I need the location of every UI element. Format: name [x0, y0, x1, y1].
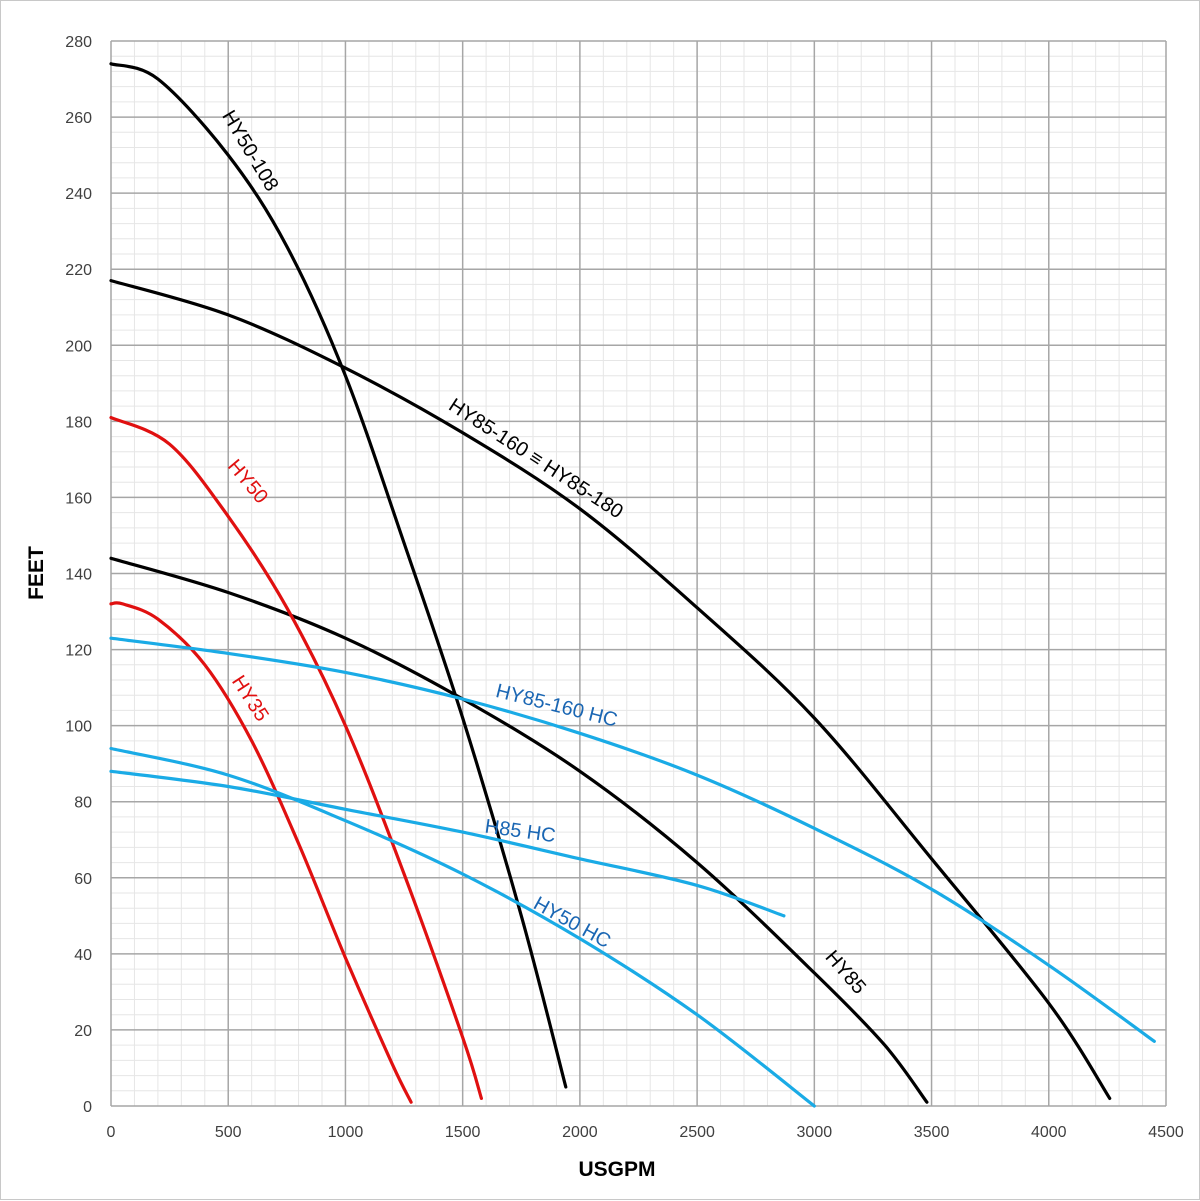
- y-tick-label: 260: [65, 110, 92, 127]
- y-tick-label: 180: [65, 414, 92, 431]
- curve-label: HY85-160 ≡ HY85-180: [445, 394, 627, 523]
- x-tick-label: 3500: [914, 1124, 950, 1141]
- y-tick-label: 80: [74, 795, 92, 812]
- curve-hy50: [109, 416, 483, 1100]
- x-tick-label: 1000: [328, 1124, 364, 1141]
- y-axis-title: FEET: [25, 546, 48, 600]
- curve-label: H85 HC: [483, 816, 557, 848]
- y-tick-label: 220: [65, 262, 92, 279]
- curve-hy85-160-hy85-180: [109, 279, 1112, 1100]
- y-tick-label: 200: [65, 338, 92, 355]
- y-tick-label: 120: [65, 643, 92, 660]
- x-tick-label: 3000: [797, 1124, 833, 1141]
- major-grid: [110, 40, 1167, 1107]
- x-tick-label: 0: [107, 1124, 116, 1141]
- y-tick-label: 240: [65, 186, 92, 203]
- x-tick-label: 2000: [562, 1124, 598, 1141]
- curve-label: HY50-108: [217, 107, 282, 196]
- curve-hy35: [109, 601, 413, 1104]
- x-tick-label: 4000: [1031, 1124, 1067, 1141]
- curve-hy85-160-hc: [109, 636, 1156, 1043]
- curve-hy85: [109, 556, 929, 1104]
- x-tick-label: 2500: [679, 1124, 715, 1141]
- pump-curves: [109, 62, 1156, 1108]
- y-tick-label: 100: [65, 719, 92, 736]
- y-tick-label: 280: [65, 34, 92, 51]
- y-tick-label: 160: [65, 490, 92, 507]
- axis-ticks: 0 500 1000 1500 2000 2500 3000 3500 4000 4500 0 20 4…: [65, 34, 1184, 1141]
- y-tick-label: 140: [65, 567, 92, 584]
- curve-label: HY50 HC: [530, 893, 615, 953]
- y-tick-label: 20: [74, 1023, 92, 1040]
- curve-h85-hc: [109, 769, 786, 918]
- y-tick-label: 40: [74, 947, 92, 964]
- curve-hy50-108: [109, 62, 568, 1089]
- y-tick-label: 60: [74, 871, 92, 888]
- curve-hy50-hc: [109, 746, 816, 1108]
- x-tick-label: 4500: [1148, 1124, 1184, 1141]
- x-tick-label: 500: [215, 1124, 242, 1141]
- x-tick-label: 1500: [445, 1124, 481, 1141]
- x-axis-title: USGPM: [578, 1158, 655, 1181]
- y-tick-label: 0: [83, 1099, 92, 1116]
